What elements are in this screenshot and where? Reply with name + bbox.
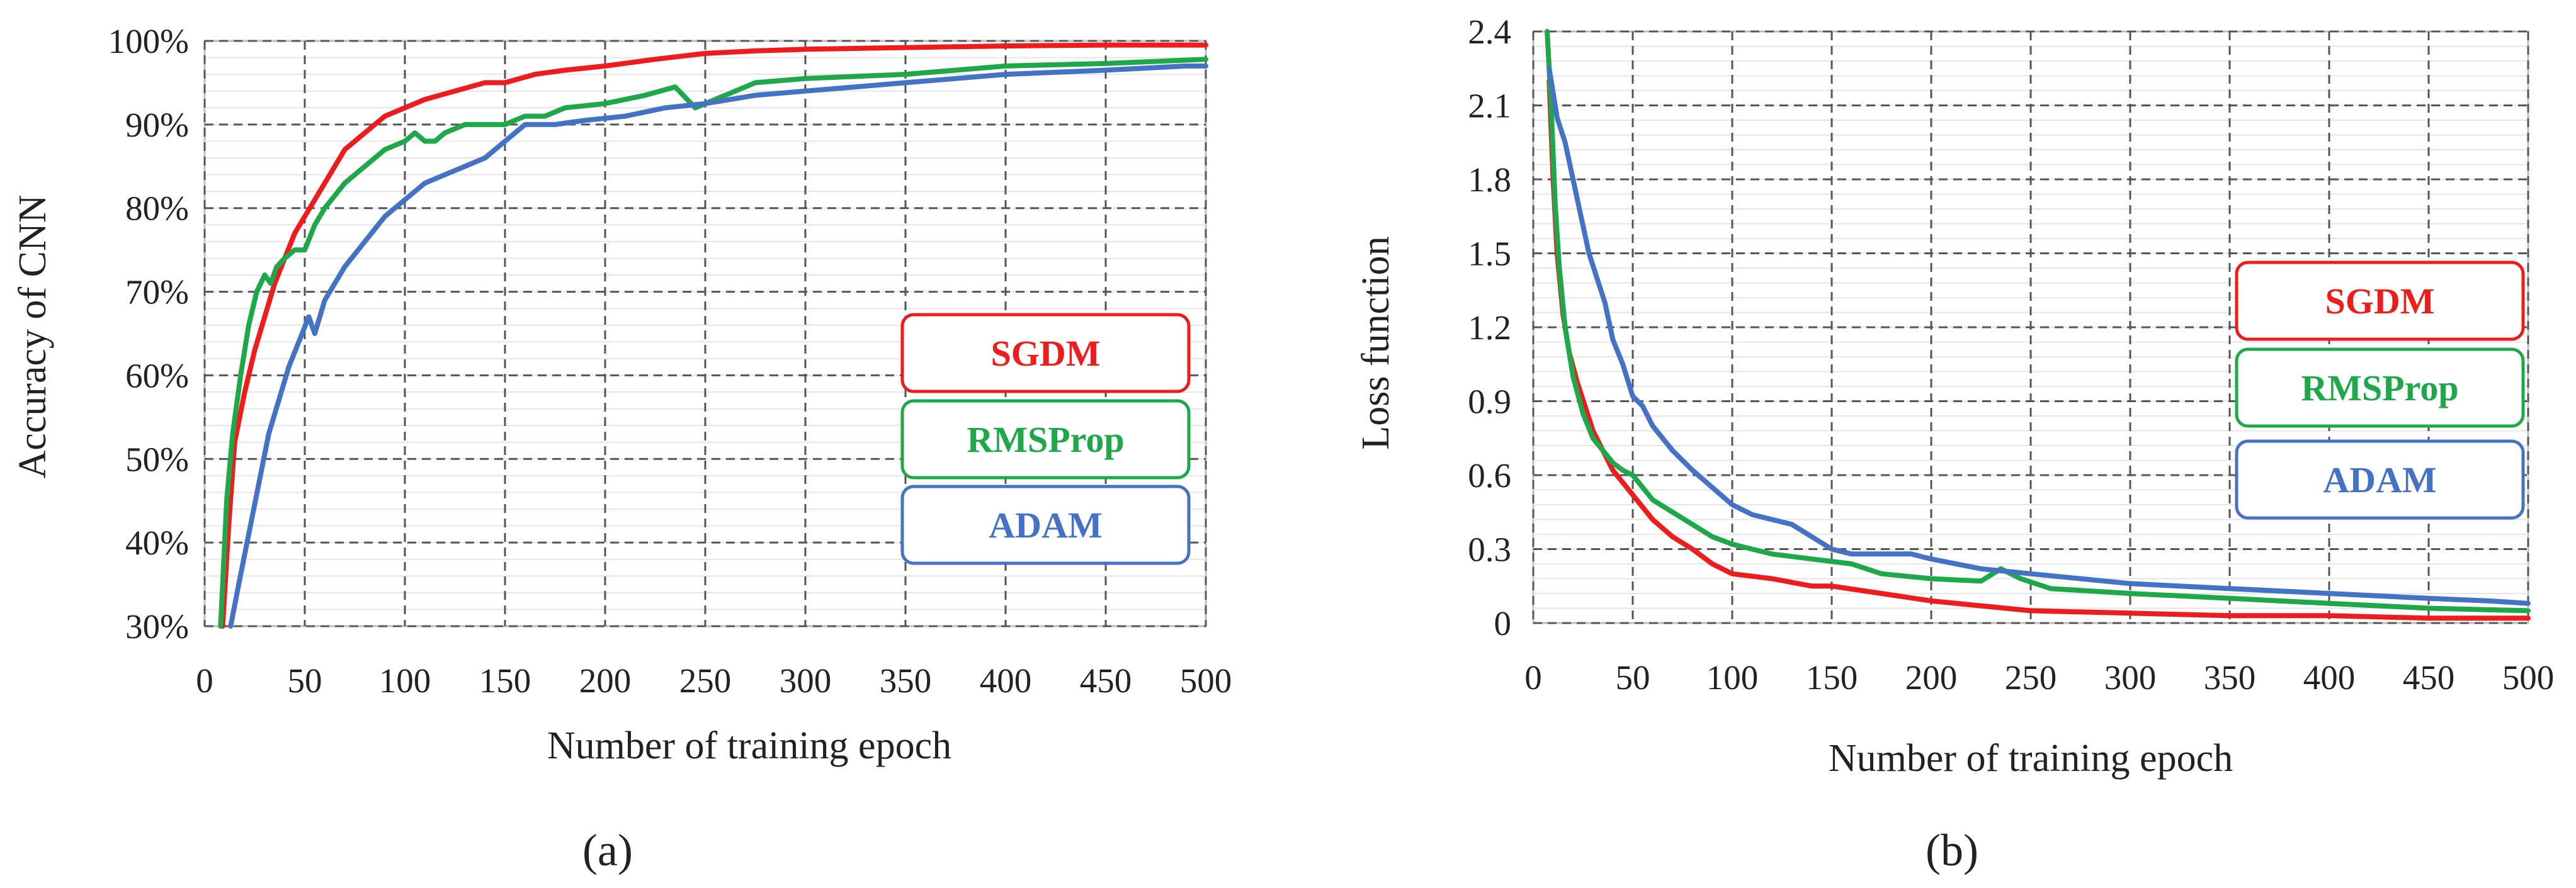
chart-loss: 0 50 100 150 200 250 300 350 400 450 500 0 0.3 0.6 0.… [1354,13,2554,875]
x-tick-label: 200 [1905,658,1958,697]
legend-label: ADAM [989,505,1102,546]
y-tick-label: 0 [1494,604,1512,643]
legend-item-rmsprop: RMSProp [900,399,1191,480]
legend-label: SGDM [991,333,1101,374]
series-line-sgdm [220,42,1208,629]
x-tick-label: 400 [980,661,1032,700]
x-tick-label: 150 [479,661,531,700]
x-tick-label: 0 [196,661,213,700]
legend-label: RMSProp [967,419,1124,460]
legend-box [2235,439,2525,520]
x-tick-label: 450 [2403,658,2455,697]
x-axis-title: Number of training epoch [547,724,951,767]
y-axis-title: Loss function [1354,236,1397,449]
x-tick-label: 250 [679,661,732,700]
x-tick-label: 100 [379,661,431,700]
y-tick-label: 40% [125,524,189,562]
legend-label: ADAM [2323,459,2436,500]
x-tick-label: 100 [1706,658,1759,697]
x-tick-label: 450 [1080,661,1132,700]
y-tick-label: 2.1 [1468,87,1511,125]
y-tick-label: 80% [125,189,189,228]
chart-accuracy: 0 50 100 150 200 250 300 350 400 450 500 30% 40% 50%… [11,22,1232,875]
legend-item-sgdm: SGDM [2235,261,2525,341]
legend-label: RMSProp [2301,368,2458,408]
legend-box [2235,261,2525,341]
legend: SGDM RMSProp ADAM [900,313,1191,565]
series-line-adam [1546,65,2531,606]
x-tick-label: 300 [2104,658,2157,697]
legend-item-adam: ADAM [900,485,1191,565]
y-tick-label: 0.9 [1468,383,1511,421]
legend-box [900,399,1191,480]
panel-label: (a) [582,825,633,875]
x-tick-label: 50 [288,661,322,700]
x-tick-label: 50 [1616,658,1650,697]
y-tick-label: 1.2 [1468,308,1511,347]
x-axis-title: Number of training epoch [1829,737,2233,780]
panel-label: (b) [1926,825,1978,875]
y-tick-label: 90% [125,106,189,144]
x-tick-label: 200 [579,661,632,700]
y-tick-label: 1.5 [1468,235,1511,273]
x-tick-label: 400 [2303,658,2356,697]
y-tick-label: 2.4 [1468,13,1511,51]
series-line-rmsprop [1545,29,2531,614]
y-tick-label: 100% [108,22,189,60]
y-axis-title: Accuracy of CNN [11,194,54,478]
legend-item-sgdm: SGDM [900,313,1191,393]
legend-item-adam: ADAM [2235,439,2525,520]
legend-box [2235,347,2525,428]
legend-label: SGDM [2325,281,2435,322]
x-tick-label: 500 [2502,658,2555,697]
series-lines [218,42,1208,629]
x-tick-label: 350 [2204,658,2256,697]
y-tick-labels: 0 0.3 0.6 0.9 1.2 1.5 1.8 2.1 2.4 [1468,13,1511,643]
y-tick-label: 1.8 [1468,160,1511,199]
y-tick-labels: 30% 40% 50% 60% 70% 80% 90% 100% [108,22,189,646]
x-tick-label: 250 [2005,658,2057,697]
legend-box [900,485,1191,565]
series-lines [1545,29,2531,621]
x-tick-labels: 0 50 100 150 200 250 300 350 400 450 500 [196,661,1232,700]
x-tick-label: 300 [780,661,832,700]
x-tick-label: 350 [880,661,932,700]
legend: SGDM RMSProp ADAM [2235,261,2525,520]
y-tick-label: 70% [125,273,189,312]
legend-item-rmsprop: RMSProp [2235,347,2525,428]
y-tick-label: 50% [125,440,189,478]
y-tick-label: 0.6 [1468,456,1511,495]
y-tick-label: 30% [125,607,189,646]
legend-box [900,313,1191,393]
series-line-adam [228,63,1208,629]
y-tick-label: 60% [125,356,189,395]
x-tick-label: 0 [1524,658,1542,697]
y-tick-label: 0.3 [1468,531,1511,569]
x-tick-label: 150 [1806,658,1858,697]
x-tick-labels: 0 50 100 150 200 250 300 350 400 450 500 [1524,658,2554,697]
x-tick-label: 500 [1180,661,1232,700]
